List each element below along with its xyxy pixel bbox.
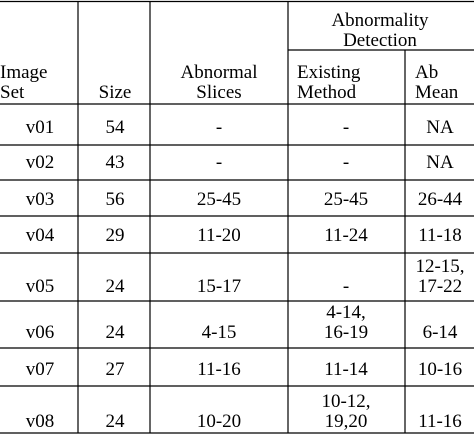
column-header: Method	[297, 82, 357, 103]
cell: -	[343, 152, 349, 173]
cell: v04	[26, 225, 55, 246]
cell: 26-44	[418, 189, 463, 210]
cell: 17-22	[418, 276, 462, 297]
column-header: Set	[0, 82, 25, 103]
column-header: Slices	[196, 82, 241, 103]
cell: v08	[26, 411, 55, 432]
cell: 4-15	[202, 322, 237, 343]
cell: 25-45	[197, 189, 241, 210]
column-header: Ab	[415, 62, 438, 83]
group-header: Detection	[343, 30, 417, 51]
cell: 4-14,	[326, 302, 366, 323]
cell: NA	[426, 152, 454, 173]
cell: 11-14	[324, 359, 368, 380]
cell: v03	[26, 189, 55, 210]
cell: 16-19	[324, 322, 368, 343]
cell: 25-45	[324, 189, 368, 210]
cell: 11-16	[197, 359, 241, 380]
cell: v01	[26, 117, 55, 138]
cell: 10-12,	[321, 391, 370, 412]
column-header: Image	[0, 62, 47, 83]
cell: 10-16	[418, 359, 462, 380]
cell: -	[343, 117, 349, 138]
cell: v07	[26, 359, 55, 380]
cell: -	[216, 117, 222, 138]
cell: v02	[26, 152, 55, 173]
cell: 11-16	[418, 411, 462, 432]
cell: v05	[26, 276, 55, 297]
cell: 24	[106, 276, 126, 297]
column-header: Existing	[297, 62, 361, 83]
cell: 11-18	[418, 225, 462, 246]
cell: 19,20	[325, 411, 368, 432]
cell: 27	[106, 359, 125, 380]
cell: -	[343, 276, 349, 297]
cell: 24	[106, 411, 126, 432]
cell: 29	[106, 225, 125, 246]
cell: 10-20	[197, 411, 241, 432]
cell: v06	[26, 322, 55, 343]
column-header: Size	[99, 82, 132, 103]
cell: 12-15,	[415, 256, 464, 277]
cell: -	[216, 152, 222, 173]
cell: 43	[106, 152, 125, 173]
column-header: Mean	[415, 82, 459, 103]
cell: 24	[106, 322, 126, 343]
cell: 11-20	[197, 225, 241, 246]
cell: 11-24	[324, 225, 368, 246]
column-header: Abnormal	[180, 62, 257, 83]
cell: NA	[426, 117, 454, 138]
cell: 56	[106, 189, 125, 210]
group-header: Abnormality	[331, 10, 429, 31]
cell: 15-17	[197, 276, 241, 297]
cell: 54	[106, 117, 126, 138]
cell: 6-14	[423, 322, 458, 343]
